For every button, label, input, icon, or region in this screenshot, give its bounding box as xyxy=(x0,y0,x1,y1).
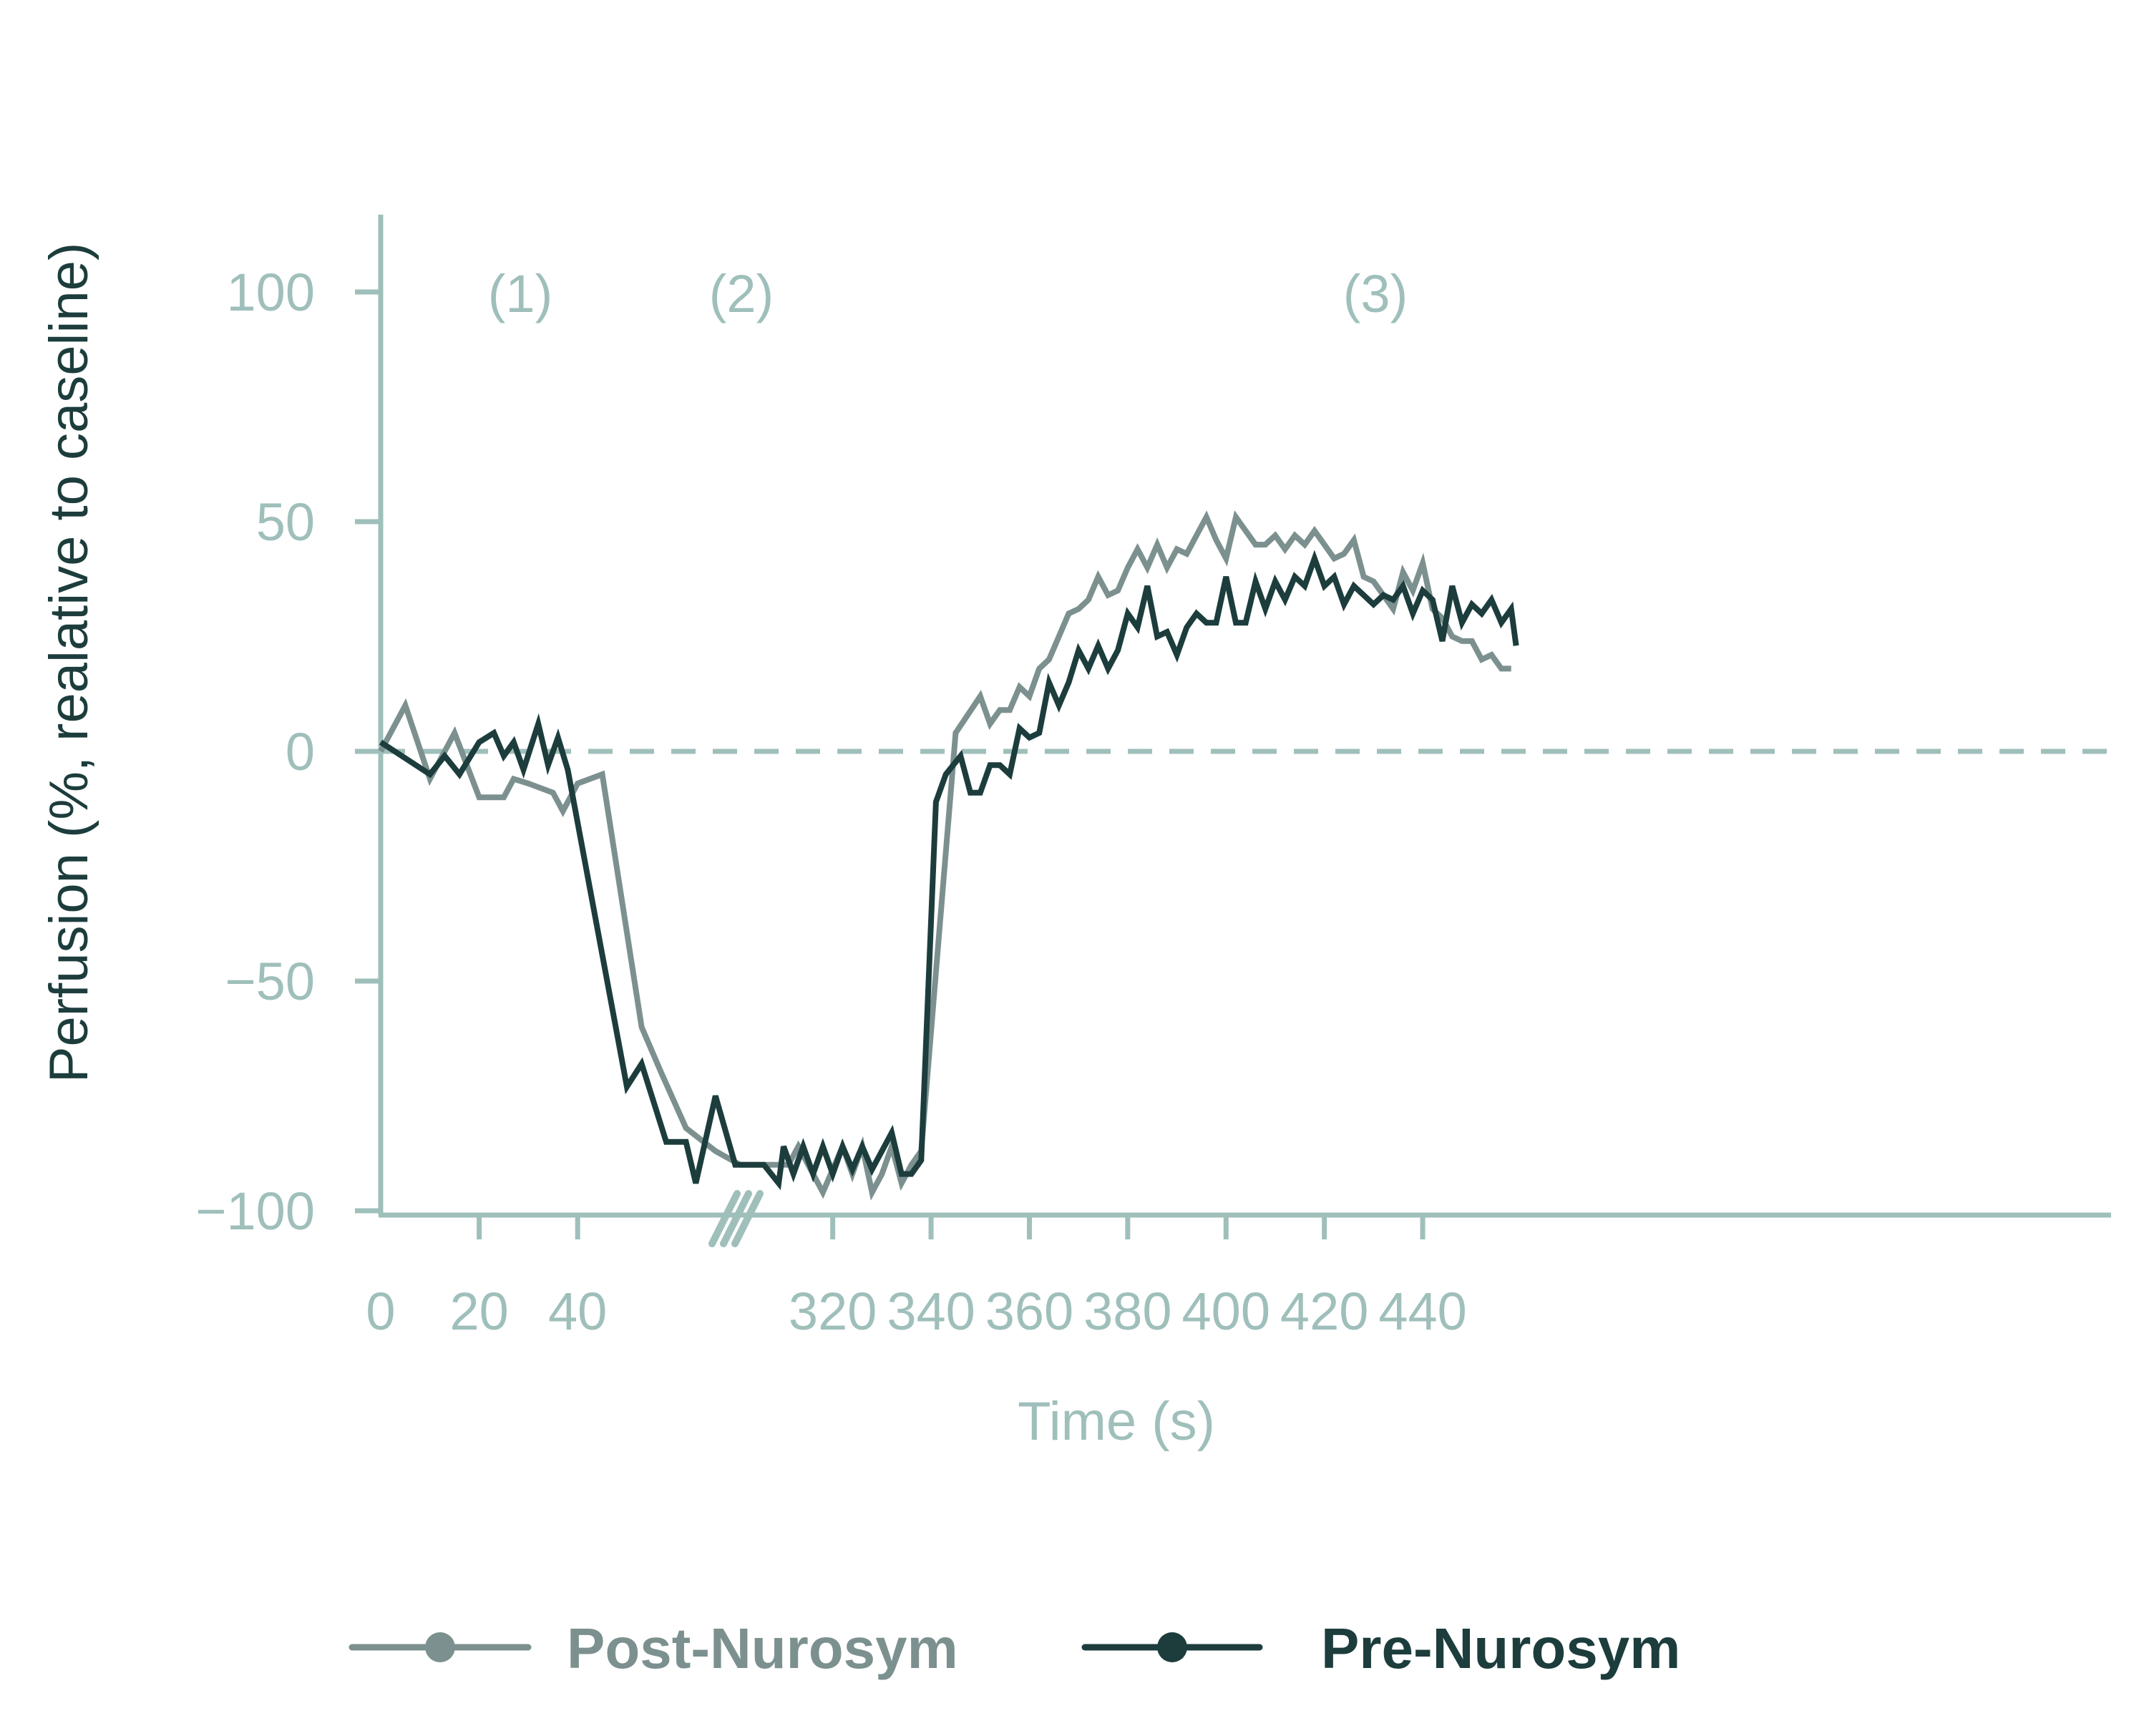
phase-label-3: (3) xyxy=(1343,264,1408,323)
y-tick-label: −50 xyxy=(225,952,315,1011)
y-tick-label: −100 xyxy=(195,1181,315,1241)
legend-marker-post-nurosym xyxy=(425,1632,455,1662)
phase-label-1: (1) xyxy=(488,264,552,323)
legend-label-pre-nurosym: Pre-Nurosym xyxy=(1321,1616,1680,1680)
x-tick-label: 0 xyxy=(366,1282,395,1341)
x-axis-title: Time (s) xyxy=(1018,1391,1215,1452)
phase-label-2: (2) xyxy=(709,264,774,323)
x-tick-label: 380 xyxy=(1083,1282,1171,1341)
series-line-pre-nurosym xyxy=(379,550,1519,1191)
y-tick-label: 0 xyxy=(286,722,315,781)
x-tick-label: 340 xyxy=(887,1282,975,1341)
x-tick-label: 20 xyxy=(449,1282,508,1341)
x-tick-label: 40 xyxy=(548,1282,607,1341)
axis-break-mark xyxy=(708,1190,741,1247)
y-tick-label: 100 xyxy=(227,263,315,322)
axis-break-mark xyxy=(720,1190,752,1247)
x-tick-label: 440 xyxy=(1378,1282,1466,1341)
legend-item-post-nurosym: Post-Nurosym xyxy=(349,1616,958,1680)
x-tick-label: 420 xyxy=(1280,1282,1368,1341)
y-axis-title: Perfusion (%, realative to caseline) xyxy=(39,243,99,1083)
legend-marker-pre-nurosym xyxy=(1157,1632,1187,1662)
x-tick-label: 320 xyxy=(789,1282,877,1341)
y-tick-label: 50 xyxy=(256,492,315,552)
axis-break-mark xyxy=(731,1190,764,1247)
plot-area: 100 50 0 −50 −100 0 20 40 320 340 360 380 400 420 440 (… xyxy=(195,215,2111,1341)
x-tick-label: 360 xyxy=(985,1282,1073,1341)
legend: Post-Nurosym Pre-Nurosym xyxy=(349,1616,1680,1680)
legend-label-post-nurosym: Post-Nurosym xyxy=(567,1616,958,1680)
legend-item-pre-nurosym: Pre-Nurosym xyxy=(1081,1616,1680,1680)
series-line-post-nurosym xyxy=(378,510,1511,1201)
x-tick-label: 400 xyxy=(1182,1282,1270,1341)
